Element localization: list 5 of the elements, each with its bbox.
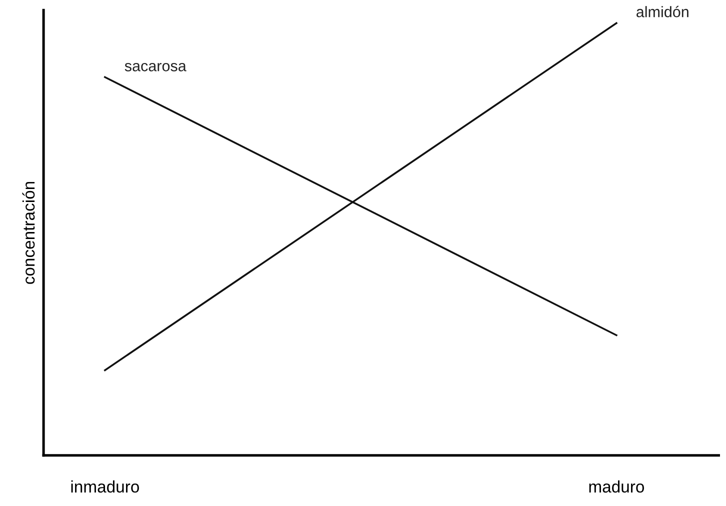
- series-label: sacarosa: [124, 62, 186, 72]
- y-axis-title: concentración: [22, 182, 35, 284]
- x-tick-label: inmaduro: [71, 480, 139, 493]
- x-tick-label: maduro: [589, 480, 644, 493]
- series-label: almidón: [636, 6, 688, 18]
